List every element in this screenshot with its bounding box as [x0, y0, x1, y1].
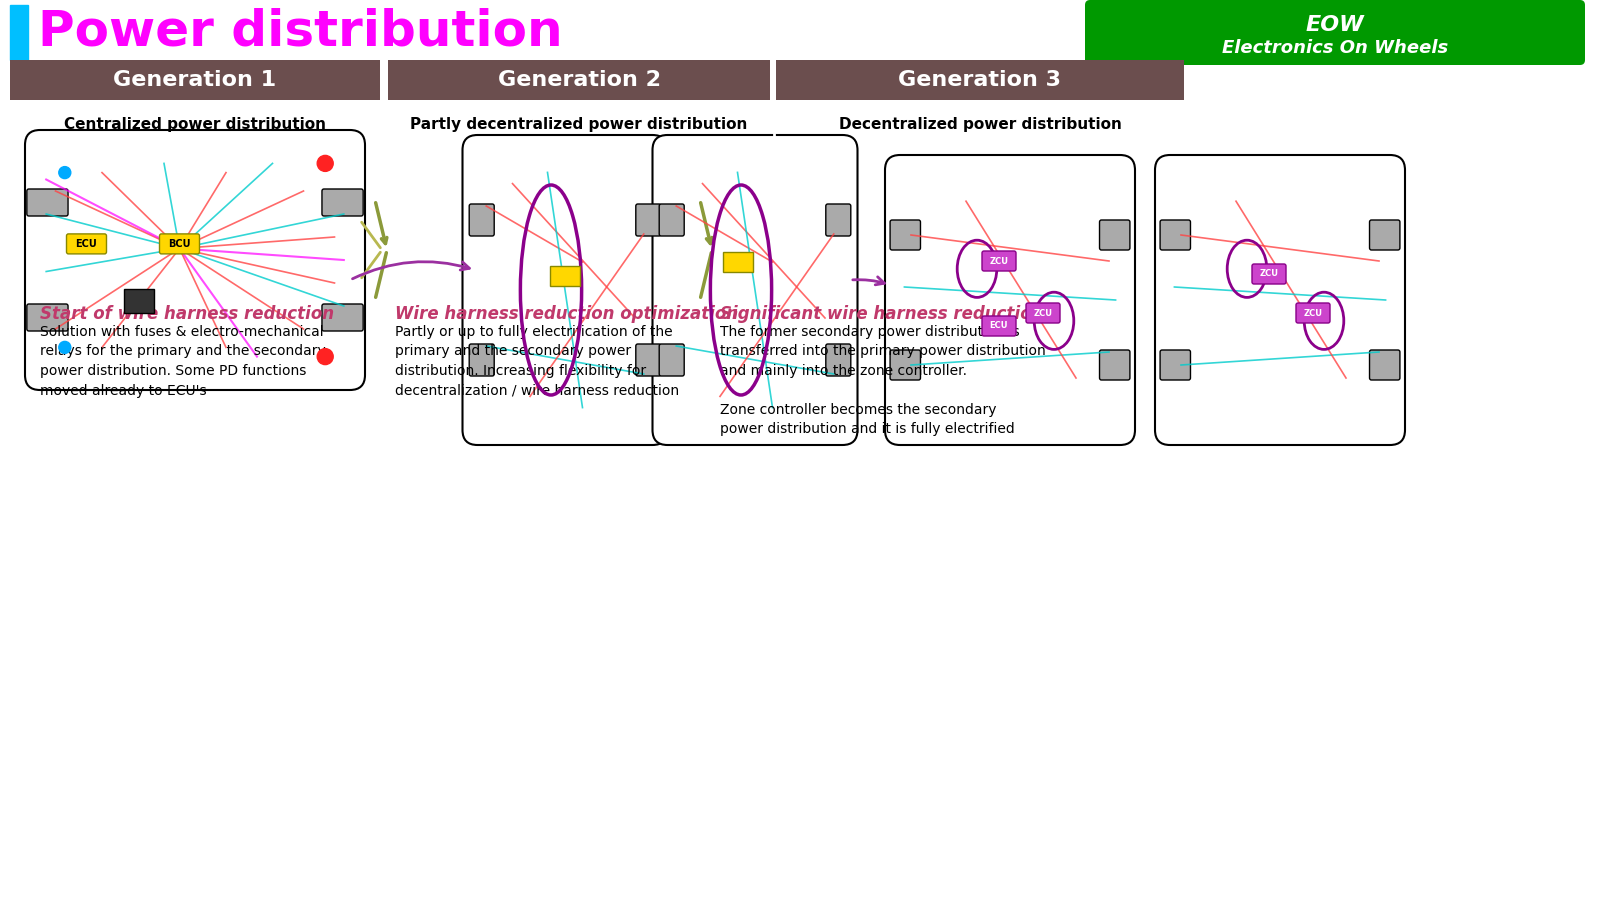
FancyBboxPatch shape	[1026, 303, 1059, 323]
FancyBboxPatch shape	[1160, 350, 1190, 380]
Text: Centralized power distribution: Centralized power distribution	[64, 117, 326, 132]
FancyBboxPatch shape	[826, 344, 851, 376]
FancyBboxPatch shape	[653, 135, 858, 445]
Text: ZCU: ZCU	[1259, 269, 1278, 278]
FancyArrowPatch shape	[352, 262, 469, 279]
Text: The former secondary power distribution is
transferred into the primary power di: The former secondary power distribution …	[720, 325, 1046, 436]
FancyBboxPatch shape	[890, 220, 920, 250]
FancyBboxPatch shape	[1370, 350, 1400, 380]
FancyBboxPatch shape	[27, 189, 69, 216]
FancyBboxPatch shape	[160, 234, 200, 254]
FancyArrowPatch shape	[853, 277, 885, 284]
FancyBboxPatch shape	[1160, 220, 1190, 250]
FancyBboxPatch shape	[1099, 220, 1130, 250]
Circle shape	[317, 156, 333, 171]
Circle shape	[59, 166, 70, 178]
Text: Generation 2: Generation 2	[498, 70, 661, 90]
FancyBboxPatch shape	[67, 234, 107, 254]
Bar	[10, 60, 381, 100]
FancyBboxPatch shape	[1251, 264, 1286, 284]
Text: Start of wire harness reduction: Start of wire harness reduction	[40, 305, 334, 323]
Circle shape	[59, 341, 70, 354]
FancyBboxPatch shape	[27, 304, 69, 331]
FancyBboxPatch shape	[1099, 350, 1130, 380]
Text: Partly or up to fully electrification of the
primary and the secondary power
dis: Partly or up to fully electrification of…	[395, 325, 678, 398]
Text: Significant wire harness reduction: Significant wire harness reduction	[720, 305, 1043, 323]
FancyBboxPatch shape	[659, 204, 685, 236]
FancyBboxPatch shape	[885, 155, 1134, 445]
Text: BCU: BCU	[168, 238, 190, 249]
FancyBboxPatch shape	[26, 130, 365, 390]
Text: Generation 1: Generation 1	[114, 70, 277, 90]
FancyBboxPatch shape	[635, 204, 661, 236]
Bar	[550, 266, 579, 286]
FancyBboxPatch shape	[1296, 303, 1330, 323]
Text: Partly decentralized power distribution: Partly decentralized power distribution	[410, 117, 747, 132]
Text: ZCU: ZCU	[989, 256, 1008, 266]
Text: EOW: EOW	[1306, 15, 1365, 35]
Text: Power distribution: Power distribution	[38, 8, 563, 56]
FancyBboxPatch shape	[982, 316, 1016, 336]
FancyBboxPatch shape	[469, 204, 494, 236]
Text: ZCU: ZCU	[1304, 309, 1323, 318]
Text: Decentralized power distribution: Decentralized power distribution	[838, 117, 1122, 132]
FancyBboxPatch shape	[462, 135, 667, 445]
Text: ZCU: ZCU	[1034, 309, 1053, 318]
FancyBboxPatch shape	[1370, 220, 1400, 250]
FancyBboxPatch shape	[635, 344, 661, 376]
Text: ECU: ECU	[75, 238, 98, 249]
Bar	[723, 252, 752, 272]
Text: Generation 3: Generation 3	[899, 70, 1061, 90]
Circle shape	[317, 348, 333, 364]
Text: ECU: ECU	[990, 321, 1008, 330]
Bar	[10, 5, 29, 60]
Bar	[776, 60, 1184, 100]
FancyBboxPatch shape	[982, 251, 1016, 271]
Text: Wire harness reduction optimization: Wire harness reduction optimization	[395, 305, 738, 323]
FancyBboxPatch shape	[322, 304, 363, 331]
FancyBboxPatch shape	[1085, 0, 1586, 65]
Text: Electronics On Wheels: Electronics On Wheels	[1222, 39, 1448, 57]
FancyBboxPatch shape	[890, 350, 920, 380]
Bar	[387, 60, 770, 100]
Text: Solution with fuses & electro-mechanical
relays for the primary and the secondar: Solution with fuses & electro-mechanical…	[40, 325, 326, 398]
FancyBboxPatch shape	[826, 204, 851, 236]
FancyBboxPatch shape	[659, 344, 685, 376]
Bar	[125, 290, 154, 313]
FancyBboxPatch shape	[1155, 155, 1405, 445]
FancyBboxPatch shape	[322, 189, 363, 216]
FancyBboxPatch shape	[469, 344, 494, 376]
